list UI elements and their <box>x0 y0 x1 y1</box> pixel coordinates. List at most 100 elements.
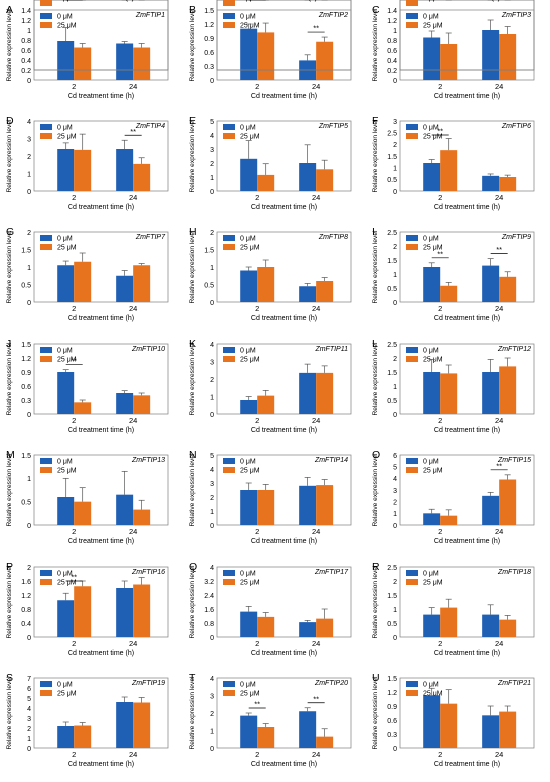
legend-label: 25 μM <box>423 0 443 2</box>
y-tick-label: 0 <box>210 0 214 2</box>
bar-control <box>57 372 75 414</box>
legend-label: 0 μM <box>240 459 256 466</box>
chart-title: ZmFTIP2 <box>318 12 348 19</box>
chart-panel-U: U 0 0.3 0.6 0.9 1.2 1.5 Relative expression lev… <box>372 672 535 768</box>
y-tick-label: 0.3 <box>204 64 214 71</box>
y-tick-label: 1.6 <box>204 607 214 614</box>
y-tick-label: 1.5 <box>387 258 397 265</box>
y-tick-label: 0.5 <box>387 621 397 628</box>
y-tick-label: 4 <box>27 706 31 713</box>
sig-marker: ** <box>313 694 319 703</box>
y-tick-label: 3 <box>27 716 31 723</box>
bar-cd <box>133 265 151 302</box>
chart-title: ZmFTIP10 <box>131 346 165 353</box>
y-tick-label: 0 <box>393 523 397 530</box>
y-axis-label: Relative expression level <box>189 230 196 303</box>
bar-control <box>482 175 500 191</box>
x-tick-label: 24 <box>129 416 137 425</box>
chart-panel-Y: Y01234Relative expression levelZmFTIP250… <box>0 0 169 71</box>
bar-cd <box>74 261 92 302</box>
chart-title: ZmFTIP8 <box>318 234 348 241</box>
legend-label: 0 μM <box>240 571 256 578</box>
chart-panel-L: L 0 0.5 1 1.5 2 2.5 Relative expression level Zm… <box>372 338 535 434</box>
chart-title: ZmFTIP17 <box>314 569 349 576</box>
legend-swatch-1 <box>223 690 235 696</box>
panel-letter: N <box>189 449 197 461</box>
legend-swatch-0 <box>223 124 235 130</box>
x-tick-label: 2 <box>438 527 442 536</box>
y-tick-label: 0.5 <box>204 282 214 289</box>
x-tick-label: 24 <box>312 750 320 759</box>
legend-swatch-1 <box>223 0 235 6</box>
bar-control <box>299 286 317 302</box>
bar-cd <box>316 618 334 637</box>
x-axis-label: Cd treatment time (h) <box>68 204 134 211</box>
legend-swatch-1 <box>40 690 52 696</box>
legend-label: 25 μM <box>57 0 77 2</box>
y-tick-label: 2 <box>393 356 397 363</box>
y-tick-label: 1 <box>210 0 214 2</box>
bar-control <box>240 611 258 637</box>
legend-label: 0 μM <box>423 348 439 355</box>
legend-label: 0 μM <box>57 125 73 132</box>
legend-swatch-0 <box>406 13 418 19</box>
x-tick-label: 24 <box>495 82 503 91</box>
bar-cd <box>316 169 334 191</box>
chart-panel-Z: Z01234Relative expression levelZmFTIP260… <box>0 0 352 71</box>
x-tick-label: 2 <box>255 82 259 91</box>
x-axis-label: Cd treatment time (h) <box>434 315 500 322</box>
legend-label: 25 μM <box>423 134 443 141</box>
chart-panel-H: H 0 0.5 1 1.5 2 Relative expression level ZmFTI… <box>189 226 352 322</box>
x-axis-label: Cd treatment time (h) <box>434 427 500 434</box>
x-axis-label: Cd treatment time (h) <box>68 315 134 322</box>
y-tick-label: 0 <box>210 635 214 642</box>
y-axis-label: Relative expression level <box>0 0 37 2</box>
legend-swatch-0 <box>40 347 52 353</box>
bar-cd <box>316 41 334 80</box>
y-axis-label: Relative expression level <box>0 0 37 2</box>
y-tick-label: 4 <box>210 0 214 2</box>
legend-label: 0 μM <box>240 14 256 21</box>
y-axis-label: Relative expression level <box>189 342 196 415</box>
legend-swatch-1 <box>223 133 235 139</box>
legend-swatch-1 <box>40 244 52 250</box>
legend-label: 0 μM <box>57 682 73 689</box>
plot-frame <box>399 120 535 192</box>
x-axis-label: Cd treatment time (h) <box>251 761 317 768</box>
bar-cd <box>499 34 517 80</box>
x-tick-label: 2 <box>72 193 76 202</box>
legend-label: 0 μM <box>240 125 256 132</box>
bar-control <box>299 711 317 748</box>
bar-cd <box>257 267 275 302</box>
y-tick-label: 0 <box>393 746 397 753</box>
panel-letter: AA <box>372 0 386 3</box>
y-tick-label: 1.2 <box>204 22 214 29</box>
chart-title: ZmFTIP27 <box>497 0 532 2</box>
legend-swatch-0 <box>406 458 418 464</box>
y-tick-label: 2 <box>393 579 397 586</box>
x-tick-label: 24 <box>312 416 320 425</box>
bar-control <box>116 702 134 748</box>
chart-panel-T: T 0 1 2 3 4 Relative expression level ZmFTIP20 0… <box>189 672 352 768</box>
y-tick-label: 2 <box>210 495 214 502</box>
legend-swatch-1 <box>40 356 52 362</box>
panel-letter: G <box>6 226 14 238</box>
bar-cd <box>440 607 458 637</box>
y-tick-label: 1.8 <box>204 0 214 2</box>
y-tick-label: 1.2 <box>387 18 397 25</box>
x-axis-label: Cd treatment time (h) <box>251 93 317 100</box>
y-tick-label: 0 <box>393 78 397 85</box>
plot-frame <box>33 454 169 526</box>
x-tick-label: 2 <box>438 304 442 313</box>
legend-label: 25 μM <box>240 0 260 2</box>
plot-frame <box>216 566 352 638</box>
bar-cd <box>74 725 92 748</box>
x-tick-label: 2 <box>255 750 259 759</box>
legend-label: 0 μM <box>57 236 73 243</box>
panel-letter: W <box>189 0 199 3</box>
x-tick-label: 24 <box>312 527 320 536</box>
legend-label: 25 μM <box>240 245 260 252</box>
chart-title: ZmFTIP15 <box>497 457 531 464</box>
bar-cd <box>316 372 334 414</box>
legend-swatch-0 <box>406 235 418 241</box>
